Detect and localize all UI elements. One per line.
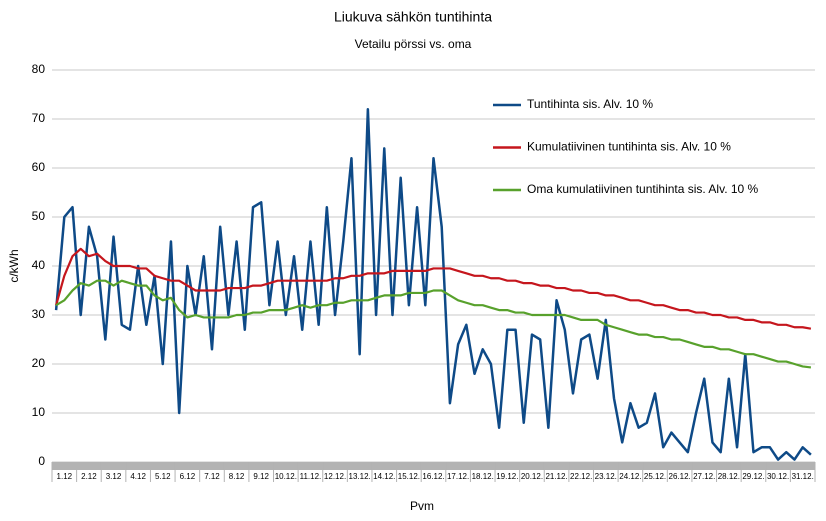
x-tick-label: 20.12. [521,472,543,481]
x-tick-label: 15.12. [398,472,420,481]
y-tick-label: 60 [32,160,46,174]
x-tick-label: 30.12. [767,472,789,481]
x-tick-label: 22.12. [570,472,592,481]
x-tick-label: 31.12. [792,472,814,481]
x-tick-label: 16.12. [422,472,444,481]
x-tick-label: 3.12 [106,472,122,481]
x-tick-label: 12.12. [324,472,346,481]
x-tick-label: 27.12. [693,472,715,481]
y-axis-title: c/kWh [7,249,21,282]
x-tick-label: 5.12 [155,472,171,481]
x-tick-label: 8.12 [229,472,245,481]
x-axis-title: Pvm [410,499,434,513]
legend-label: Tuntihinta sis. Alv. 10 % [527,97,653,111]
y-tick-label: 20 [32,356,46,370]
x-tick-label: 29.12. [742,472,764,481]
y-tick-label: 10 [32,405,46,419]
x-tick-label: 1.12 [57,472,73,481]
y-tick-label: 50 [32,209,46,223]
x-tick-label: 24.12. [619,472,641,481]
x-tick-label: 28.12. [718,472,740,481]
x-tick-label: 13.12. [349,472,371,481]
x-tick-label: 26.12. [669,472,691,481]
series-line [55,279,812,369]
x-tick-label: 14.12. [373,472,395,481]
series-line [55,247,812,330]
x-tick-label: 17.12. [447,472,469,481]
chart-title: Liukuva sähkön tuntihinta [334,9,492,25]
series-line [54,107,812,461]
x-tick-label: 4.12 [130,472,146,481]
x-tick-label: 6.12 [180,472,196,481]
legend-label: Kumulatiivinen tuntihinta sis. Alv. 10 % [527,140,731,154]
x-tick-label: 2.12 [81,472,97,481]
x-tick-label: 11.12. [300,472,322,481]
x-tick-label: 9.12 [253,472,269,481]
x-tick-label: 18.12. [472,472,494,481]
y-tick-label: 70 [32,111,46,125]
y-tick-label: 0 [38,454,45,468]
y-tick-label: 30 [32,307,46,321]
x-tick-label: 23.12. [595,472,617,481]
x-axis-band [52,462,815,470]
chart-subtitle: Vetailu pörssi vs. oma [355,37,472,51]
y-tick-label: 40 [32,258,46,272]
x-tick-label: 21.12. [545,472,567,481]
y-tick-label: 80 [32,62,46,76]
legend-label: Oma kumulatiivinen tuntihinta sis. Alv. … [527,182,759,196]
x-tick-label: 7.12 [204,472,220,481]
x-tick-label: 25.12. [644,472,666,481]
x-tick-label: 19.12. [496,472,518,481]
x-tick-label: 10.12. [275,472,297,481]
